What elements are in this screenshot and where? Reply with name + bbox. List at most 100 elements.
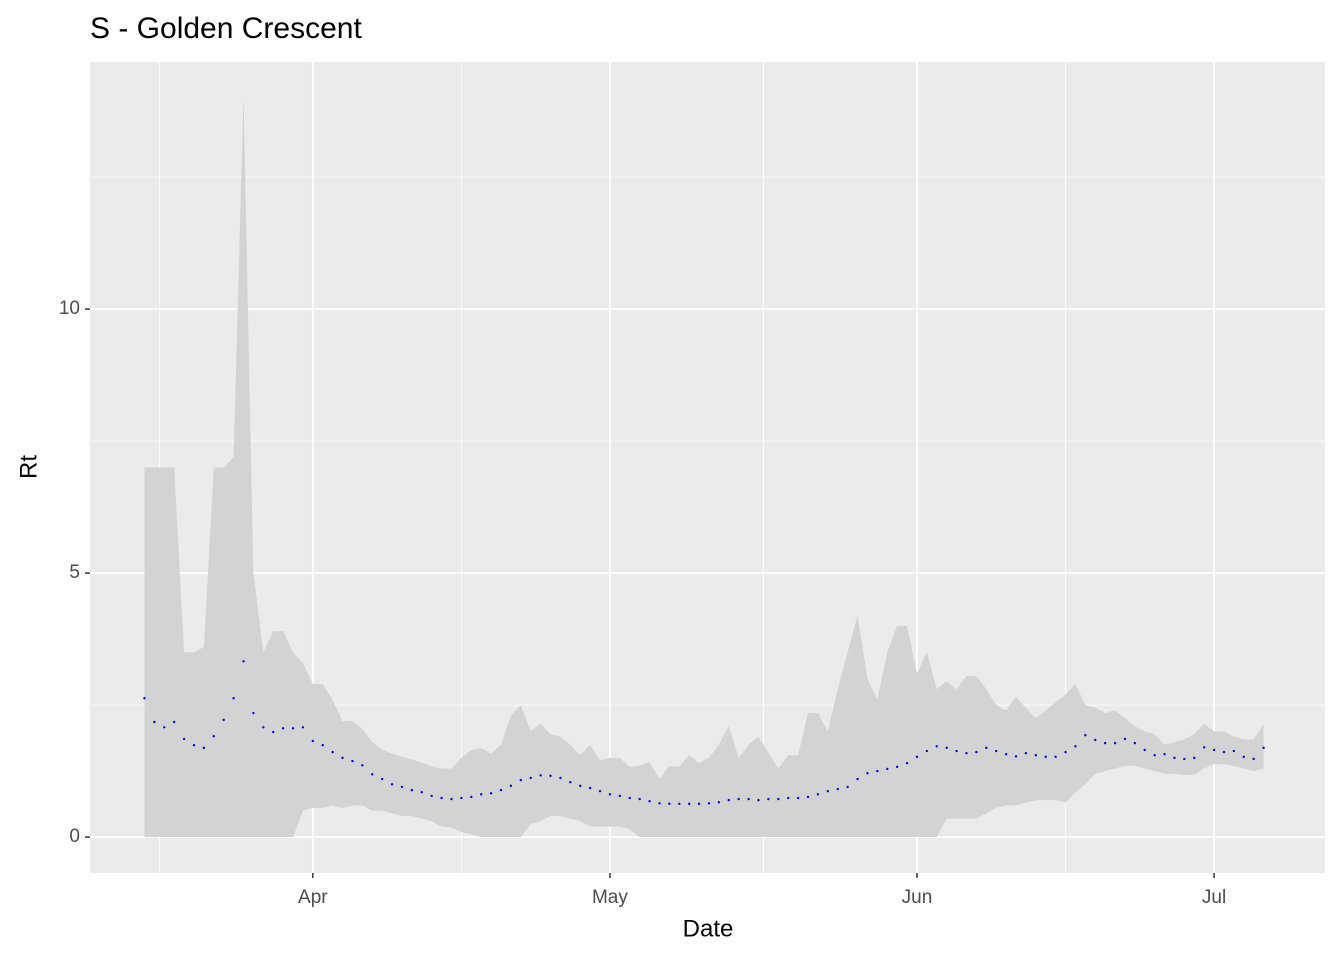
point [430,794,433,798]
point [252,711,255,715]
point [638,797,641,801]
point [876,769,879,773]
point [846,785,849,789]
point [1004,753,1008,756]
point [311,739,315,743]
point [143,697,146,700]
point [994,749,998,753]
point [707,802,711,805]
point [648,799,651,803]
point [321,744,324,747]
point [687,802,691,806]
point [1133,741,1137,745]
confidence-ribbon [144,97,1264,838]
y-axis-title: Rt [15,455,42,479]
point [1064,750,1067,754]
point [509,784,513,788]
point [450,797,453,801]
point [737,797,740,801]
point [1163,753,1166,756]
x-tick-label: Jun [902,887,933,908]
point [331,750,334,754]
point [291,727,295,730]
point [757,798,760,802]
point [608,793,612,796]
point [1242,755,1245,759]
point [569,780,572,784]
point [678,802,681,806]
point [153,720,156,724]
point [628,796,631,800]
point [1034,754,1038,757]
point [856,777,859,781]
point [470,795,473,799]
point [777,797,780,801]
point [202,746,206,750]
point [182,737,186,741]
y-tick-label: 5 [69,562,80,583]
point [1252,757,1255,761]
point [915,755,919,759]
point [539,774,542,777]
point [519,778,523,782]
x-tick-label: May [592,887,628,908]
point [925,749,929,753]
point [935,745,938,748]
point [489,792,493,795]
x-axis-title: Date [683,915,734,942]
point [816,793,820,796]
point [895,765,899,769]
point [1232,749,1236,753]
x-tick-label: Apr [298,887,328,908]
point [618,794,622,798]
point [281,727,285,730]
point [806,795,810,799]
point [351,759,354,763]
point [371,773,374,776]
point [975,750,978,754]
point [222,718,225,722]
point [361,764,364,767]
point [390,783,394,786]
point [1094,738,1097,742]
point [588,786,592,790]
point [1222,750,1226,754]
point [301,726,305,729]
point [826,789,830,793]
point [1084,733,1087,737]
point [172,720,176,724]
point [420,791,423,794]
point [272,730,275,734]
point [1123,737,1127,741]
point [341,756,344,760]
point [1212,748,1216,752]
point [945,746,948,750]
point [1193,756,1196,760]
point [1054,755,1057,759]
point [163,726,166,729]
point [192,744,196,747]
point [1173,756,1176,760]
point [1113,741,1117,745]
point [410,788,414,792]
point [965,751,968,755]
point [1143,748,1146,752]
point [479,793,483,796]
point [697,802,701,806]
point [767,797,770,801]
point [1044,755,1047,759]
point [886,767,889,771]
point [1183,757,1186,761]
x-tick-label: Jul [1202,887,1226,908]
point [905,761,909,765]
point [242,660,245,663]
point [658,802,661,805]
point [836,787,839,791]
chart-title: S - Golden Crescent [90,12,362,45]
point [400,785,404,789]
point [460,796,463,800]
point [549,774,552,778]
y-tick-label: 0 [69,826,80,847]
point [1262,746,1265,750]
